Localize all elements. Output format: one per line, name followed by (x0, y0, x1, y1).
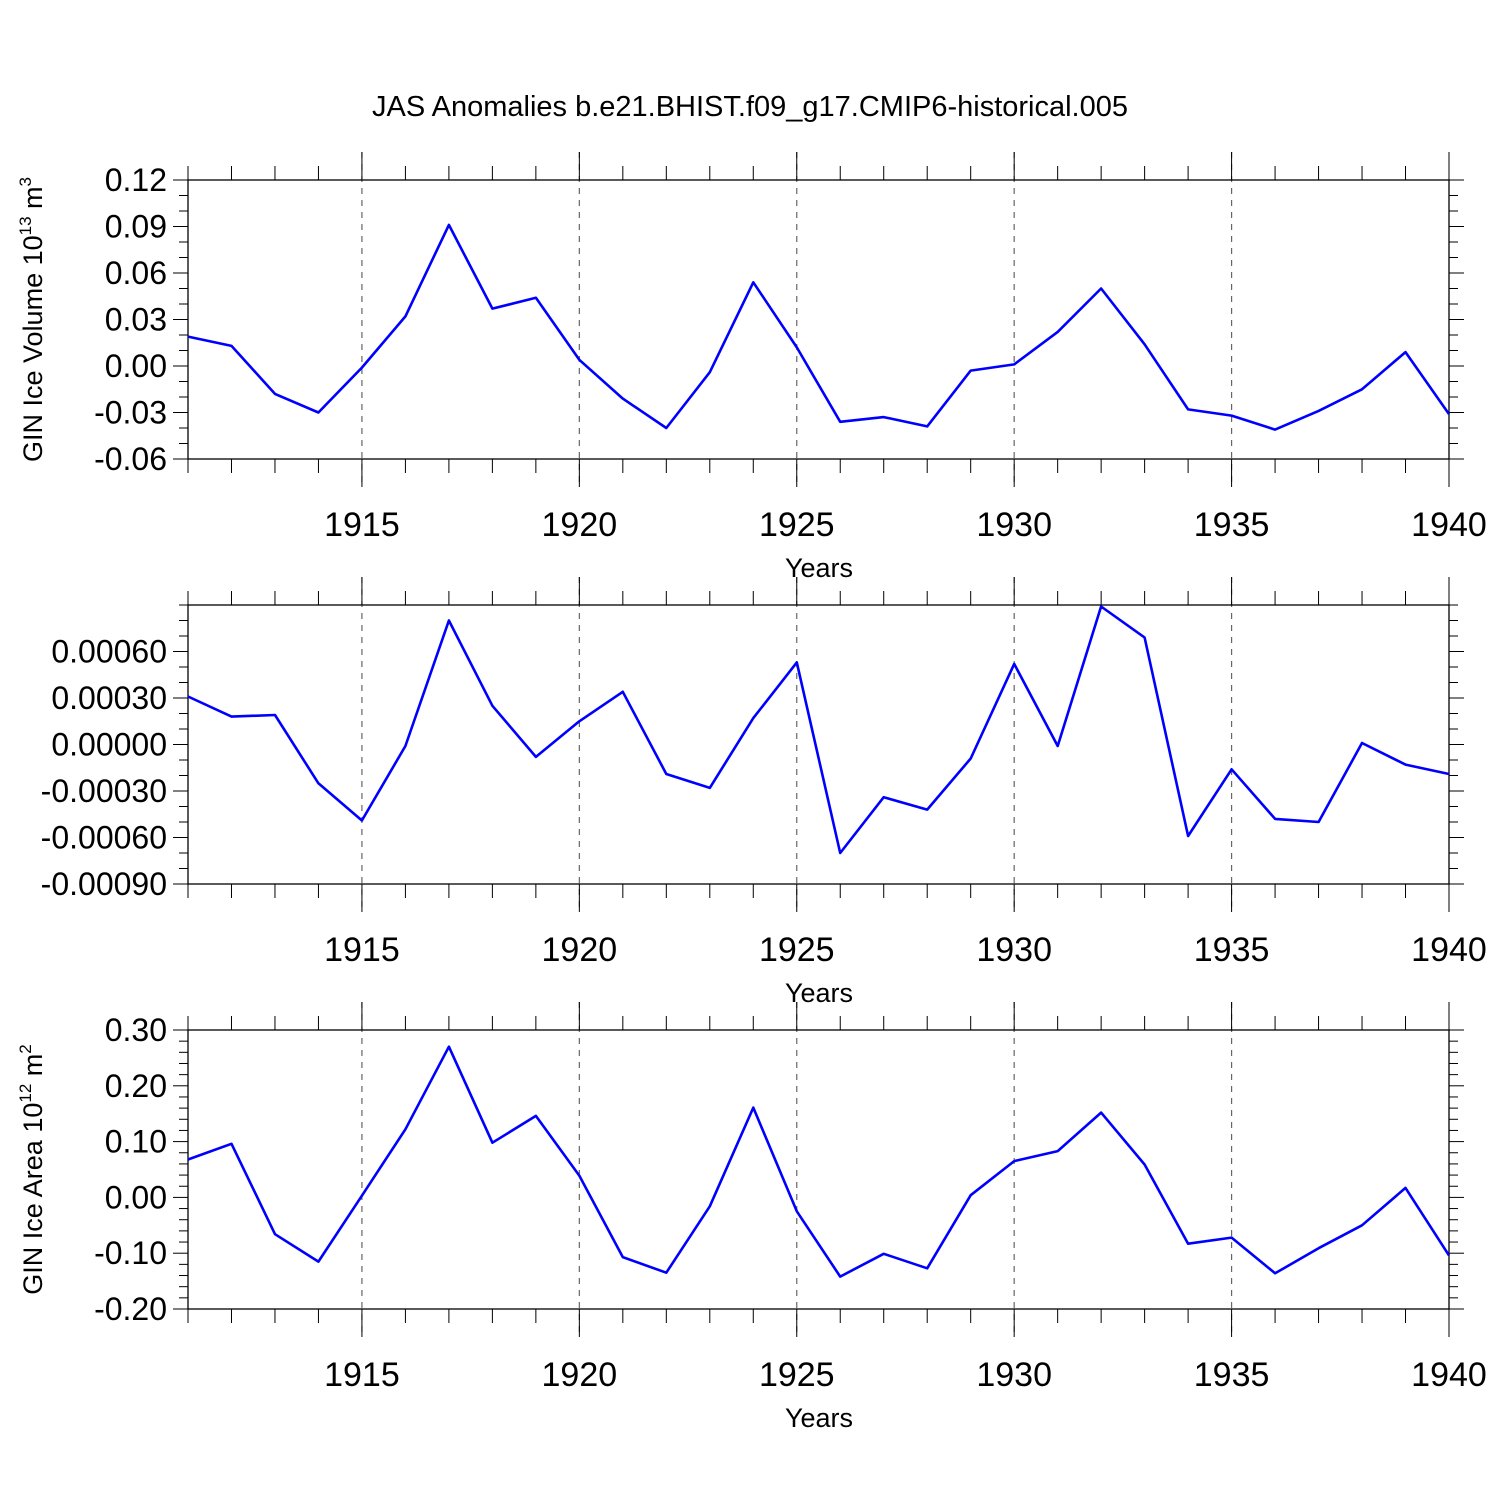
y-tick-label: 0.09 (105, 209, 167, 245)
x-tick-label: 1930 (976, 931, 1052, 969)
x-tick-label: 1925 (759, 1356, 835, 1394)
x-axis-label: Years (785, 978, 853, 1008)
x-tick-label: 1915 (324, 931, 400, 969)
x-tick-label: 1935 (1194, 506, 1270, 544)
x-tick-label: 1915 (324, 1356, 400, 1394)
y-tick-label: -0.00060 (41, 820, 167, 856)
y-tick-label: 0.10 (105, 1124, 167, 1160)
x-tick-label: 1925 (759, 931, 835, 969)
x-tick-label: 1930 (976, 1356, 1052, 1394)
y-tick-label: -0.03 (94, 395, 167, 431)
y-tick-label: 0.12 (105, 162, 167, 198)
y-tick-label: 0.00 (105, 1179, 167, 1215)
x-tick-label: 1930 (976, 506, 1052, 544)
series-line (187, 605, 1450, 855)
y-tick-label: -0.00090 (41, 866, 167, 902)
series-line (187, 1045, 1451, 1278)
y-axis-label: GIN Ice Volume 1013 m3 (16, 177, 48, 462)
y-tick-label: -0.06 (94, 441, 167, 477)
ice-area-panel: -0.20 -0.10 0.00 0.10 0.20 0.30 1915 1920 1925 19… (16, 1002, 1487, 1433)
x-tick-label: 1920 (542, 1356, 618, 1394)
y-tick-label: 0.00000 (51, 727, 167, 763)
x-tick-label: 1920 (542, 506, 618, 544)
y-tick-label: 0.00060 (51, 634, 167, 670)
x-tick-label: 1925 (759, 506, 835, 544)
y-tick-label: 0.30 (105, 1012, 167, 1048)
y-tick-label: -0.10 (94, 1235, 167, 1271)
ice-volume-panel: -0.06 -0.03 0.00 0.03 0.06 0.09 0.12 1915 1920 19… (16, 152, 1487, 583)
x-tick-label: 1940 (1411, 506, 1487, 544)
plot-frame (187, 604, 1450, 885)
y-axis-label: GIN Ice Area 1012 m2 (16, 1044, 48, 1295)
x-tick-label: 1940 (1411, 1356, 1487, 1394)
x-tick-label: 1935 (1194, 1356, 1270, 1394)
x-axis-label: Years (785, 553, 853, 583)
x-tick-label: 1935 (1194, 931, 1270, 969)
y-tick-label: -0.20 (94, 1291, 167, 1327)
y-tick-label: -0.00030 (41, 773, 167, 809)
x-tick-label: 1915 (324, 506, 400, 544)
y-tick-label: 0.06 (105, 255, 167, 291)
plot-frame (187, 179, 1450, 460)
chart-title: JAS Anomalies b.e21.BHIST.f09_g17.CMIP6-… (372, 91, 1128, 123)
series-line (187, 223, 1451, 431)
middle-anomaly-panel: -0.00090 -0.00060 -0.00030 0.00000 0.00030 0.… (41, 577, 1487, 1008)
plot-frame (187, 1029, 1450, 1310)
y-tick-label: 0.03 (105, 302, 167, 338)
y-tick-label: 0.00030 (51, 680, 167, 716)
x-tick-label: 1940 (1411, 931, 1487, 969)
y-tick-label: 0.00 (105, 348, 167, 384)
y-tick-label: 0.20 (105, 1068, 167, 1104)
x-tick-label: 1920 (542, 931, 618, 969)
x-axis-label: Years (785, 1403, 853, 1433)
